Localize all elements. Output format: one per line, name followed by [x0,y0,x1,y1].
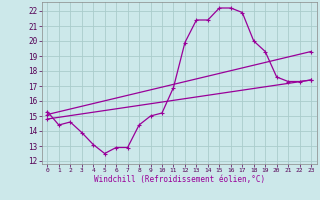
X-axis label: Windchill (Refroidissement éolien,°C): Windchill (Refroidissement éolien,°C) [94,175,265,184]
